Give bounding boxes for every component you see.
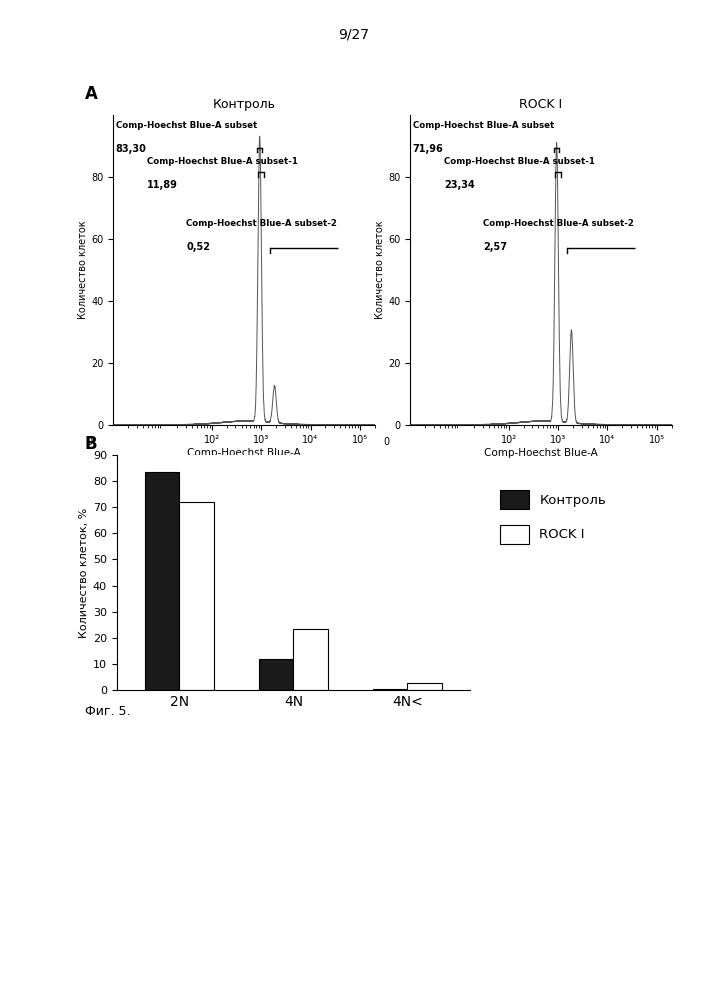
Bar [259,659,293,690]
Text: 0,52: 0,52 [187,242,211,252]
Bar [145,472,180,690]
X-axis label: Comp-Hoechst Blue-A: Comp-Hoechst Blue-A [187,448,300,458]
Text: Comp-Hoechst Blue-A subset-2: Comp-Hoechst Blue-A subset-2 [187,219,337,228]
Text: Comp-Hoechst Blue-A subset-2: Comp-Hoechst Blue-A subset-2 [484,219,634,228]
Text: 9/27: 9/27 [338,28,369,42]
Text: Comp-Hoechst Blue-A subset-1: Comp-Hoechst Blue-A subset-1 [147,157,298,166]
Text: 0: 0 [86,437,93,447]
Bar [293,629,327,690]
Text: Comp-Hoechst Blue-A subset: Comp-Hoechst Blue-A subset [116,121,257,130]
Text: 71,96: 71,96 [413,144,443,154]
Bar [373,689,407,690]
Title: ROCK I: ROCK I [520,98,562,111]
Text: Фиг. 5.: Фиг. 5. [85,705,130,718]
Bar [407,683,442,690]
Text: 11,89: 11,89 [147,180,178,190]
Text: B: B [85,435,98,453]
Legend: Контроль, ROCK I: Контроль, ROCK I [494,485,612,549]
Title: Контроль: Контроль [212,98,276,111]
X-axis label: Comp-Hoechst Blue-A: Comp-Hoechst Blue-A [484,448,597,458]
Y-axis label: Количество клеток: Количество клеток [375,221,385,319]
Text: 0: 0 [383,437,390,447]
Text: 83,30: 83,30 [116,144,146,154]
Text: Comp-Hoechst Blue-A subset-1: Comp-Hoechst Blue-A subset-1 [444,157,595,166]
Y-axis label: Количество клеток: Количество клеток [78,221,88,319]
Text: 2,57: 2,57 [484,242,508,252]
Text: Comp-Hoechst Blue-A subset: Comp-Hoechst Blue-A subset [413,121,554,130]
Text: A: A [85,85,98,103]
Y-axis label: Количество клеток, %: Количество клеток, % [78,507,88,638]
Text: 23,34: 23,34 [444,180,475,190]
Bar [180,502,214,690]
